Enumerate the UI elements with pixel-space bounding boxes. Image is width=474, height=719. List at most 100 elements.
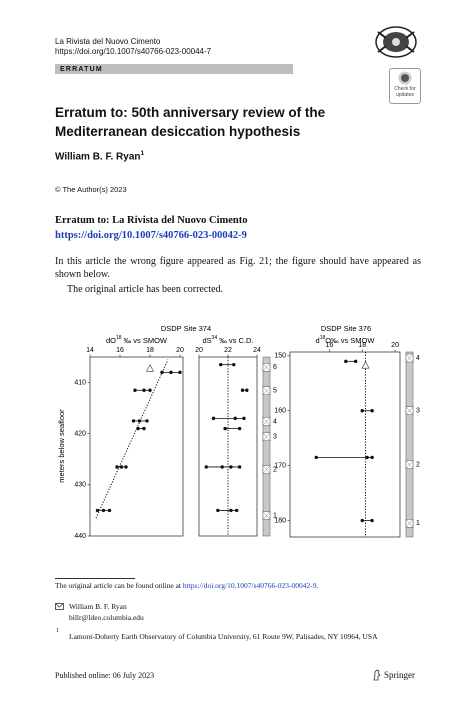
author: William B. F. Ryan1	[55, 150, 144, 162]
x-axis-label-sup: 34	[212, 335, 218, 341]
unit-label: 2	[416, 461, 420, 468]
unit-label: 1	[416, 520, 420, 527]
sample-point	[95, 508, 100, 513]
site-title: DSDP Site 376	[321, 324, 371, 333]
envelope-icon	[55, 603, 64, 610]
site-title: DSDP Site 374	[161, 324, 211, 333]
sample-point	[237, 465, 242, 469]
unit-label: 3	[416, 408, 420, 415]
x-axis-label-rest: O‰ vs SMOW	[325, 336, 375, 345]
publisher-logo	[373, 669, 381, 681]
lithology-hatch	[262, 417, 271, 426]
journal-name: La Rivista del Nuovo Cimento	[55, 37, 161, 46]
body-paragraph: The original article has been corrected.	[67, 284, 224, 295]
footnote-link[interactable]: https://doi.org/10.1007/s40766-023-00042…	[182, 581, 317, 590]
trend-line	[95, 359, 169, 519]
sample-point	[220, 465, 224, 469]
y-tick-label: 170	[274, 462, 286, 469]
y-tick-label: 160	[274, 408, 286, 415]
x-axis-label-sup: 18	[320, 335, 326, 341]
sample-point	[131, 419, 136, 423]
x-axis-label: d18O‰ vs SMOW	[316, 335, 376, 345]
affiliation-number: 1	[56, 628, 59, 634]
plot-frame	[89, 356, 184, 537]
sample-point	[115, 465, 119, 469]
body-paragraph: In this article the wrong figure appeare…	[55, 256, 421, 280]
lithology-hatch	[405, 519, 414, 528]
badge-text: Check for updates	[394, 86, 416, 98]
sample-point	[353, 359, 358, 364]
sample-point	[169, 370, 173, 375]
lithology-hatch	[405, 406, 414, 415]
x-tick-label: 20	[195, 347, 203, 354]
sample-point	[148, 388, 152, 392]
footnote-text: The original article can be found online…	[55, 581, 181, 590]
sample-point	[133, 388, 137, 392]
lithology-hatch	[405, 353, 414, 363]
y-tick-label: 430	[74, 482, 86, 489]
unit-label: 3	[273, 434, 277, 441]
section-bar	[55, 64, 293, 74]
sample-point	[216, 508, 220, 513]
section-label: ERRATUM	[60, 66, 103, 73]
sample-point	[211, 416, 216, 421]
sample-point	[137, 419, 142, 423]
sample-point	[344, 359, 348, 364]
y-tick-label: 410	[74, 379, 86, 386]
sample-point	[119, 465, 124, 469]
sample-point	[365, 455, 369, 460]
contact-name: William B. F. Ryan	[69, 602, 127, 611]
sample-point	[223, 426, 227, 431]
footnote: The original article can be found online…	[55, 581, 318, 590]
published-date: Published online: 06 July 2023	[55, 671, 155, 680]
x-tick-label: 24	[253, 347, 261, 354]
y-tick-label: 420	[74, 431, 86, 438]
affiliation-text: Lamont-Doherty Earth Observatory of Colu…	[69, 632, 378, 641]
sample-point	[232, 362, 236, 367]
lithology-hatch	[262, 363, 271, 372]
sample-point	[145, 419, 149, 423]
lithology-hatch	[262, 511, 271, 520]
footnote-rule	[55, 578, 135, 579]
lithology-hatch	[405, 460, 414, 469]
x-tick-label: 22	[224, 347, 232, 354]
x-tick-label: 14	[86, 347, 94, 354]
x-axis-label: dO18 ‰ vs SMOW	[106, 335, 168, 345]
erratum-heading: Erratum to: La Rivista del Nuovo Cimento	[55, 215, 248, 226]
sample-point	[235, 508, 239, 513]
y-tick-label: 150	[274, 353, 286, 360]
sample-point	[142, 426, 146, 431]
sample-point	[370, 518, 374, 523]
y-axis-label: meters below seafloor	[57, 409, 66, 483]
sample-point	[204, 465, 208, 469]
sample-point	[101, 508, 106, 513]
lithology-hatch	[262, 432, 271, 441]
lithology-strip	[405, 351, 414, 538]
sample-point	[124, 465, 128, 469]
author-name: William B. F. Ryan	[55, 151, 141, 163]
sample-point	[136, 426, 140, 431]
x-tick-label: 16	[326, 342, 334, 349]
y-tick-label: 180	[274, 517, 286, 524]
journal-emblem	[375, 26, 417, 58]
check-updates-badge[interactable]: Check for updates	[389, 68, 421, 104]
sample-point	[229, 465, 233, 469]
sample-point	[360, 409, 364, 413]
x-tick-label: 20	[176, 347, 184, 354]
x-axis-label-sup: 18	[116, 335, 122, 341]
sample-point	[245, 388, 249, 392]
unit-label: 6	[273, 364, 277, 371]
badge-icon	[398, 71, 412, 85]
sample-point	[370, 455, 374, 460]
y-tick-label: 440	[74, 533, 86, 540]
sample-point	[240, 388, 245, 392]
sample-point	[237, 426, 242, 431]
lithology-hatch	[262, 465, 271, 474]
sample-point	[233, 416, 237, 421]
open-marker	[361, 361, 370, 369]
publisher: Springer	[384, 670, 415, 680]
erratum-link[interactable]: https://doi.org/10.1007/s40766-023-00042…	[55, 230, 247, 241]
x-tick-label: 16	[116, 347, 124, 354]
sample-point	[178, 370, 182, 375]
